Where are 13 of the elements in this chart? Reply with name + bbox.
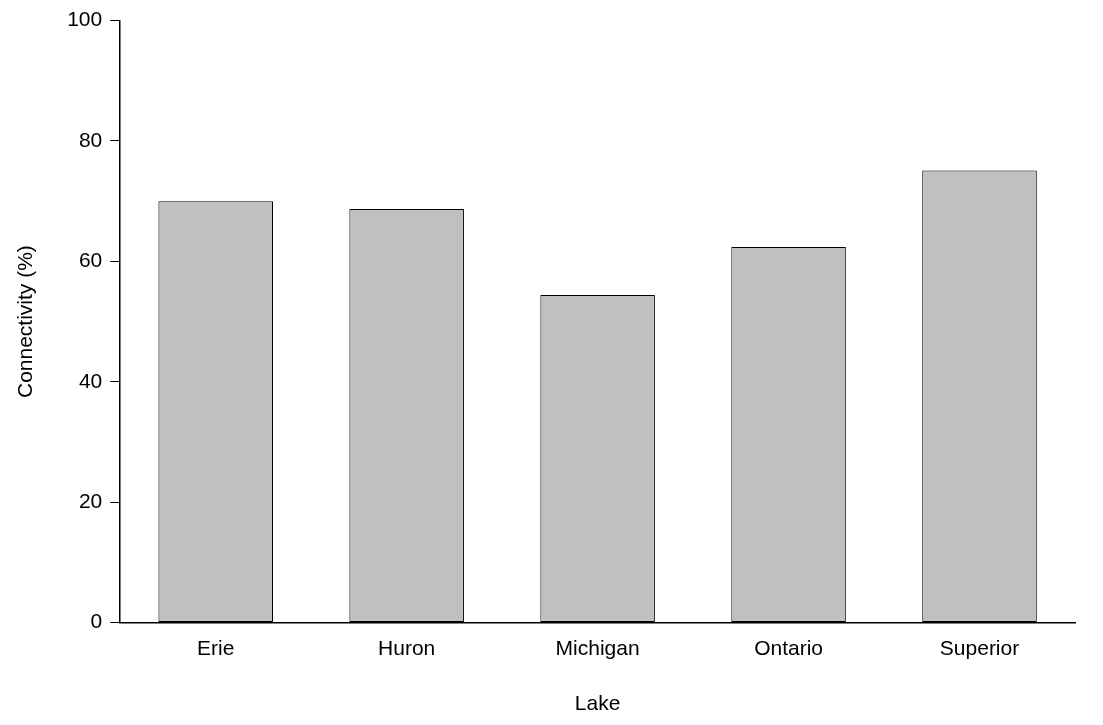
y-tick-label: 100 [67,7,103,31]
y-axis-title: Connectivity (%) [13,245,37,399]
x-tick-label: Ontario [754,636,824,659]
x-tick-label: Michigan [555,636,640,659]
x-tick-label: Huron [378,636,436,659]
y-tick-label: 80 [78,127,103,151]
y-tick-label: 0 [90,609,103,633]
x-axis-title: Lake [574,691,621,715]
y-tick-label: 20 [78,489,103,512]
x-tick-label: Superior [939,636,1020,659]
y-tick-label: 60 [78,248,103,272]
y-tick-label: 40 [78,368,103,392]
x-tick-label: Erie [197,636,235,659]
